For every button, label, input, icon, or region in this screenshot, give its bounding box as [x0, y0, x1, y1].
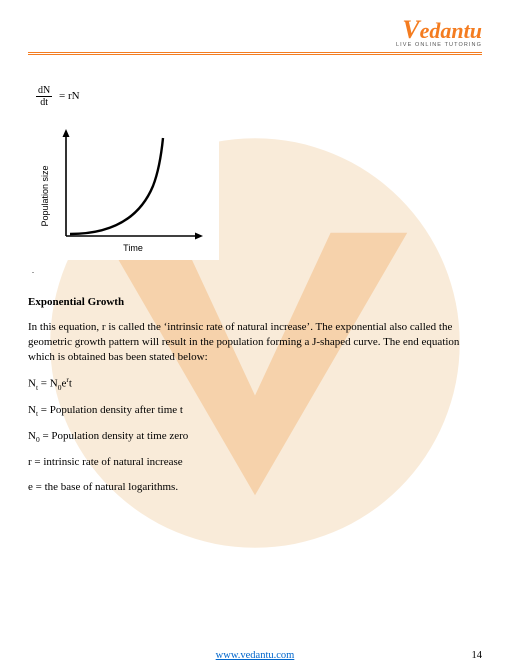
definition-nt: Nt = Population density after time t — [28, 403, 482, 419]
definition-e: e = the base of natural logarithms. — [28, 480, 482, 495]
page: Vedantu LIVE ONLINE TUTORING dN dt = rN … — [0, 0, 510, 660]
growth-graph: Population size Time — [34, 120, 219, 260]
graph-ylabel: Population size — [40, 166, 50, 227]
content-area: dN dt = rN Population size Time . Expone… — [28, 55, 482, 494]
footer-link[interactable]: www.vedantu.com — [216, 650, 295, 661]
page-number: 14 — [472, 650, 483, 661]
equation-nt: Nt = N0ert — [28, 375, 482, 393]
brand-logo: Vedantu LIVE ONLINE TUTORING — [28, 18, 482, 48]
definition-r: r = intrinsic rate of natural increase — [28, 455, 482, 470]
eq-denominator: dt — [36, 97, 52, 108]
section-title: Exponential Growth — [28, 295, 482, 310]
brand-name-tail: edantu — [420, 18, 482, 43]
differential-equation: dN dt = rN — [28, 85, 482, 108]
eq-rhs: = rN — [59, 90, 80, 102]
stray-dot: . — [32, 266, 482, 277]
intro-paragraph: In this equation, r is called the ‘intri… — [28, 320, 482, 365]
brand-tagline: LIVE ONLINE TUTORING — [28, 42, 482, 48]
eq-numerator: dN — [36, 85, 52, 97]
definition-n0: N0 = Population density at time zero — [28, 429, 482, 445]
graph-xlabel: Time — [123, 243, 143, 253]
